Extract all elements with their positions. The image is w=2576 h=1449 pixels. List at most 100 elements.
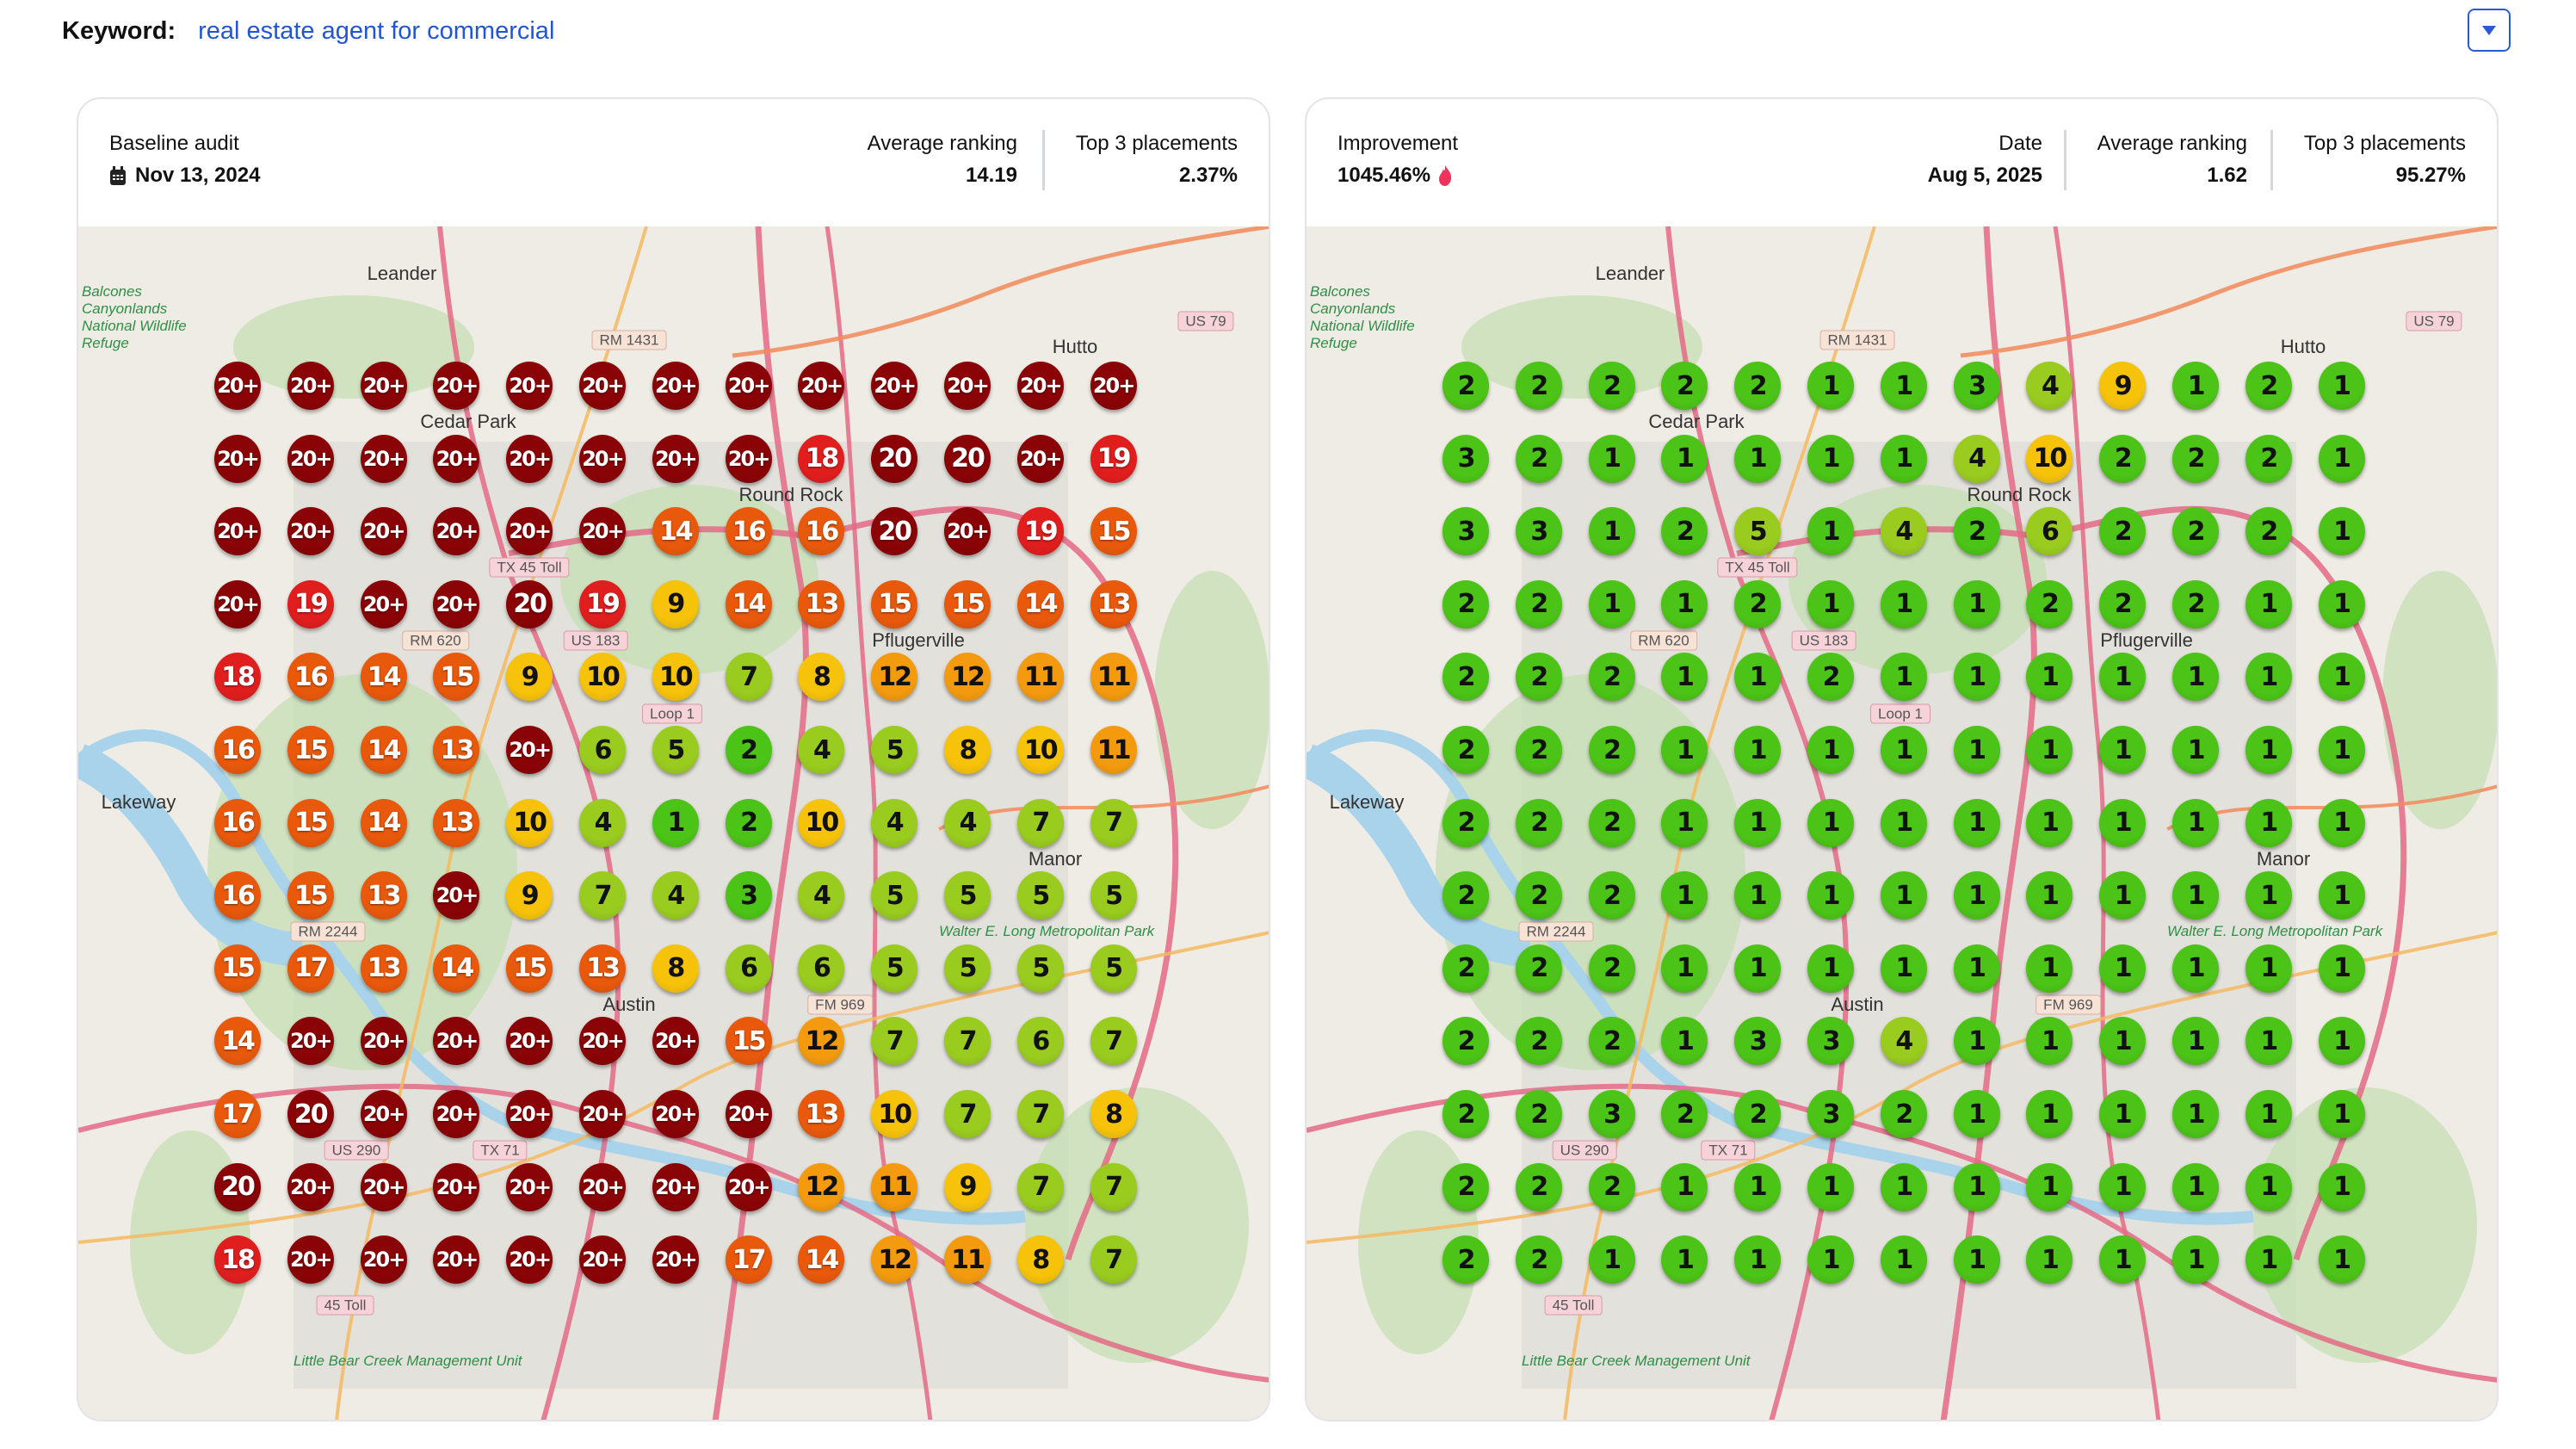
rank-pin[interactable]: 5 [1734, 507, 1782, 556]
rank-pin[interactable]: 1 [2026, 726, 2073, 774]
rank-pin[interactable]: 20+ [652, 1162, 699, 1211]
rank-pin[interactable]: 15 [1090, 507, 1137, 556]
rank-pin[interactable]: 20+ [360, 362, 407, 410]
rank-pin[interactable]: 20+ [433, 1235, 480, 1285]
rank-pin[interactable]: 1 [2172, 1162, 2219, 1211]
rank-pin[interactable]: 7 [1090, 1162, 1137, 1211]
rank-pin[interactable]: 20+ [433, 1090, 480, 1138]
rank-pin[interactable]: 1 [1953, 1090, 2000, 1138]
rank-pin[interactable]: 15 [214, 944, 261, 993]
rank-pin[interactable]: 2 [1442, 1017, 1489, 1066]
rank-pin[interactable]: 1 [1807, 507, 1854, 556]
rank-pin[interactable]: 1 [2172, 1017, 2219, 1066]
rank-pin[interactable]: 18 [798, 434, 845, 483]
rank-pin[interactable]: 4 [798, 871, 845, 920]
rank-pin[interactable]: 7 [1016, 798, 1064, 847]
rank-pin[interactable]: 1 [2099, 871, 2147, 920]
rank-pin[interactable]: 1 [2026, 1235, 2073, 1285]
rank-pin[interactable]: 8 [652, 944, 699, 993]
rank-pin[interactable]: 20+ [579, 1017, 626, 1066]
rank-pin[interactable]: 8 [798, 653, 845, 702]
rank-pin[interactable]: 2 [1442, 1162, 1489, 1211]
rank-pin[interactable]: 1 [1661, 871, 1708, 920]
rank-pin[interactable]: 2 [1515, 362, 1562, 410]
rank-pin[interactable]: 1 [1588, 1235, 1635, 1285]
rank-pin[interactable]: 20+ [287, 1162, 334, 1211]
rank-pin[interactable]: 1 [2172, 1090, 2219, 1138]
rank-pin[interactable]: 20+ [506, 362, 553, 410]
rank-pin[interactable]: 15 [287, 871, 334, 920]
rank-pin[interactable]: 15 [871, 579, 918, 629]
rank-pin[interactable]: 1 [1661, 653, 1708, 702]
rank-pin[interactable]: 20+ [725, 1162, 772, 1211]
rank-pin[interactable]: 2 [1588, 944, 1635, 993]
rank-pin[interactable]: 1 [2318, 579, 2365, 629]
rank-pin[interactable]: 20+ [579, 1162, 626, 1211]
rank-pin[interactable]: 2 [1588, 653, 1635, 702]
rank-pin[interactable]: 20+ [871, 362, 918, 410]
rank-pin[interactable]: 14 [652, 507, 699, 556]
rank-pin[interactable]: 9 [506, 871, 553, 920]
rank-pin[interactable]: 20+ [360, 1090, 407, 1138]
rank-pin[interactable]: 11 [871, 1162, 918, 1211]
rank-pin[interactable]: 14 [798, 1235, 845, 1285]
rank-pin[interactable]: 1 [1661, 1235, 1708, 1285]
rank-pin[interactable]: 1 [2318, 1162, 2365, 1211]
rank-pin[interactable]: 2 [1588, 798, 1635, 847]
rank-pin[interactable]: 12 [944, 653, 991, 702]
rank-pin[interactable]: 2 [1442, 1235, 1489, 1285]
rank-pin[interactable]: 6 [2026, 507, 2073, 556]
rank-pin[interactable]: 13 [579, 944, 626, 993]
rank-pin[interactable]: 5 [1090, 871, 1137, 920]
rank-pin[interactable]: 20+ [944, 507, 991, 556]
rank-pin[interactable]: 1 [2318, 653, 2365, 702]
rank-pin[interactable]: 1 [1734, 726, 1782, 774]
rank-pin[interactable]: 20+ [1090, 362, 1137, 410]
rank-pin[interactable]: 20+ [287, 362, 334, 410]
rank-pin[interactable]: 1 [2172, 1235, 2219, 1285]
rank-pin[interactable]: 1 [1953, 726, 2000, 774]
rank-pin[interactable]: 8 [1090, 1090, 1137, 1138]
rank-pin[interactable]: 2 [1515, 1090, 1562, 1138]
rank-pin[interactable]: 2 [1442, 871, 1489, 920]
rank-pin[interactable]: 17 [725, 1235, 772, 1285]
rank-pin[interactable]: 2 [2245, 507, 2292, 556]
rank-pin[interactable]: 11 [944, 1235, 991, 1285]
rank-pin[interactable]: 20+ [360, 1162, 407, 1211]
rank-pin[interactable]: 4 [798, 726, 845, 774]
rank-pin[interactable]: 9 [652, 579, 699, 629]
rank-pin[interactable]: 2 [1442, 798, 1489, 847]
rank-pin[interactable]: 10 [2026, 434, 2073, 483]
rank-pin[interactable]: 2 [1515, 944, 1562, 993]
rank-pin[interactable]: 3 [1807, 1090, 1854, 1138]
rank-pin[interactable]: 16 [798, 507, 845, 556]
rank-pin[interactable]: 10 [579, 653, 626, 702]
rank-pin[interactable]: 2 [1661, 507, 1708, 556]
rank-pin[interactable]: 1 [1734, 944, 1782, 993]
rank-pin[interactable]: 12 [871, 653, 918, 702]
keyword-dropdown-button[interactable] [2468, 9, 2511, 52]
rank-pin[interactable]: 2 [1515, 1162, 1562, 1211]
rank-pin[interactable]: 3 [1442, 434, 1489, 483]
rank-pin[interactable]: 15 [287, 798, 334, 847]
rank-pin[interactable]: 2 [2172, 579, 2219, 629]
rank-pin[interactable]: 4 [652, 871, 699, 920]
rank-pin[interactable]: 1 [1588, 507, 1635, 556]
rank-pin[interactable]: 1 [1953, 871, 2000, 920]
rank-pin[interactable]: 14 [360, 798, 407, 847]
rank-pin[interactable]: 20+ [360, 1235, 407, 1285]
rank-pin[interactable]: 1 [1880, 798, 1927, 847]
rank-pin[interactable]: 2 [1442, 944, 1489, 993]
rank-pin[interactable]: 1 [2026, 1162, 2073, 1211]
baseline-rank-map[interactable]: Leander Cedar Park Round Rock Hutto Lakeway M… [78, 226, 1269, 1420]
rank-pin[interactable]: 10 [798, 798, 845, 847]
rank-pin[interactable]: 1 [2172, 798, 2219, 847]
rank-pin[interactable]: 15 [506, 944, 553, 993]
rank-pin[interactable]: 1 [2026, 798, 2073, 847]
rank-pin[interactable]: 12 [798, 1162, 845, 1211]
rank-pin[interactable]: 1 [2245, 1017, 2292, 1066]
rank-pin[interactable]: 16 [287, 653, 334, 702]
rank-pin[interactable]: 20+ [214, 507, 261, 556]
rank-pin[interactable]: 2 [1442, 653, 1489, 702]
rank-pin[interactable]: 20+ [433, 579, 480, 629]
